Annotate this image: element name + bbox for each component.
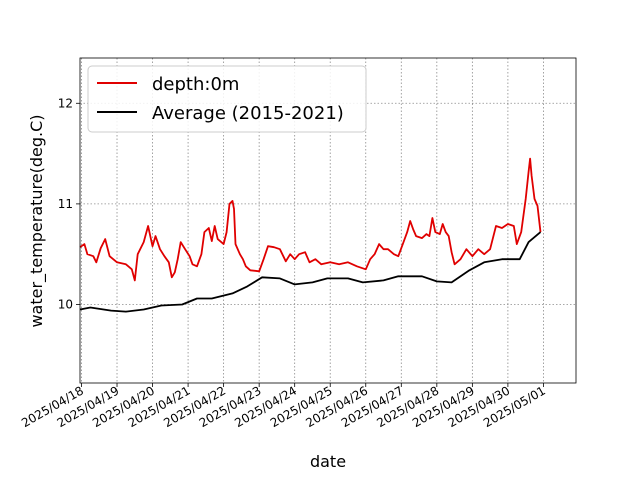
legend: depth:0m Average (2015-2021) bbox=[87, 65, 367, 133]
x-axis-label: date bbox=[310, 452, 346, 471]
y-axis-ticks: 10 11 12 bbox=[58, 96, 80, 312]
plot-area-frame bbox=[79, 57, 577, 384]
y-tick-label: 10 bbox=[58, 298, 73, 312]
y-tick-label: 12 bbox=[58, 96, 73, 110]
x-axis-ticks: 2025/04/182025/04/192025/04/202025/04/21… bbox=[19, 383, 548, 430]
y-tick-label: 11 bbox=[58, 197, 73, 211]
legend-box bbox=[87, 65, 367, 133]
series-line-1 bbox=[79, 231, 542, 313]
series-lines bbox=[79, 157, 542, 313]
grid-lines bbox=[80, 58, 576, 383]
y-axis-label: water_temperature(deg.C) bbox=[27, 114, 47, 327]
series-line-0 bbox=[79, 157, 542, 282]
legend-label-depth: depth:0m bbox=[152, 74, 239, 95]
legend-label-average: Average (2015-2021) bbox=[152, 103, 344, 124]
